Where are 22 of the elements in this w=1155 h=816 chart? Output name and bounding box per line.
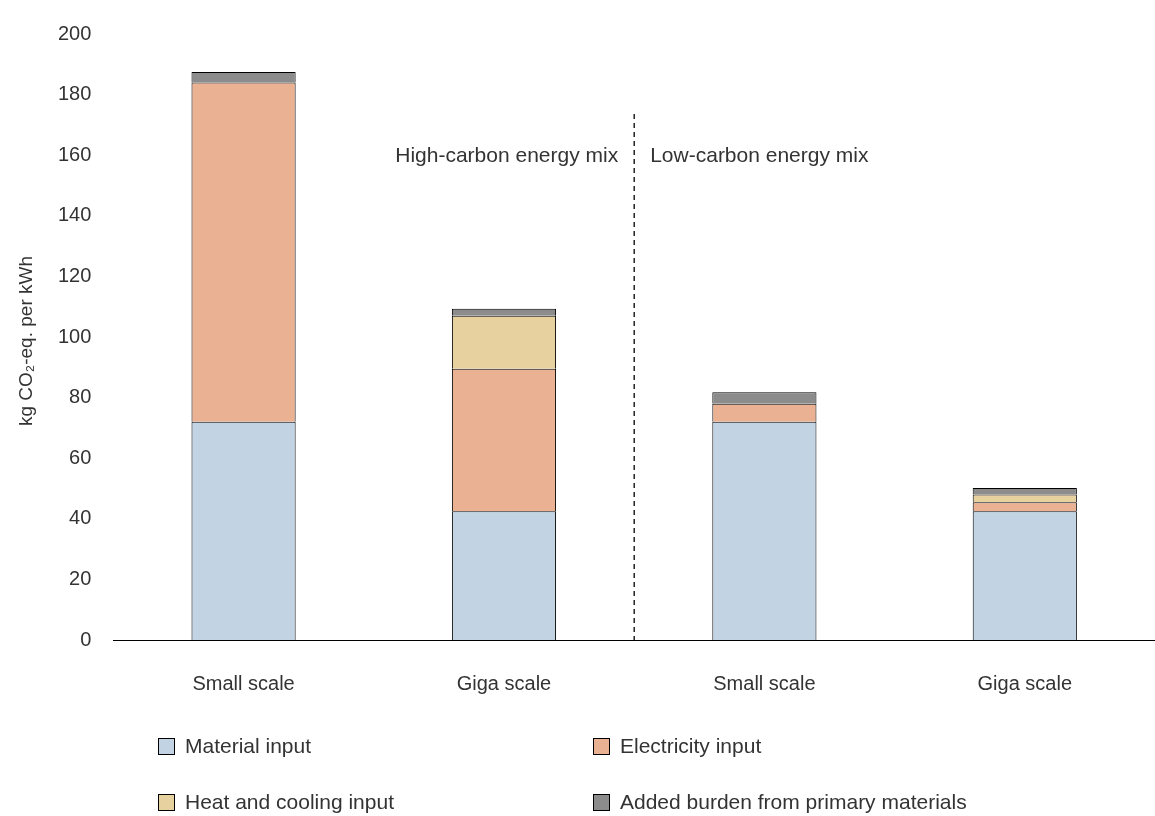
y-axis-title: kg CO₂-eq. per kWh [15, 256, 37, 426]
annotation: High-carbon energy mix [395, 142, 619, 166]
annotation: Low-carbon energy mix [650, 142, 869, 166]
x-tick-label: Small scale [713, 671, 816, 694]
y-tick-label: 80 [69, 385, 92, 408]
y-tick-label: 160 [57, 142, 92, 165]
legend-label: Added burden from primary materials [620, 790, 967, 814]
y-tick-label: 60 [69, 445, 92, 468]
y-tick-label: 0 [80, 627, 92, 650]
legend-label: Heat and cooling input [185, 790, 394, 814]
y-tick-label: 180 [57, 82, 92, 105]
x-tick-label: Giga scale [977, 671, 1073, 694]
x-tick-label: Giga scale [456, 671, 552, 694]
y-tick-label: 140 [57, 203, 92, 226]
y-tick-label: 40 [69, 506, 92, 529]
legend-label: Electricity input [620, 734, 762, 758]
y-tick-label: 120 [57, 263, 92, 286]
y-tick-label: 200 [57, 21, 92, 44]
legend-label: Material input [185, 734, 312, 758]
x-tick-label: Small scale [192, 671, 295, 694]
y-tick-label: 20 [69, 566, 92, 589]
y-tick-label: 100 [57, 324, 92, 347]
